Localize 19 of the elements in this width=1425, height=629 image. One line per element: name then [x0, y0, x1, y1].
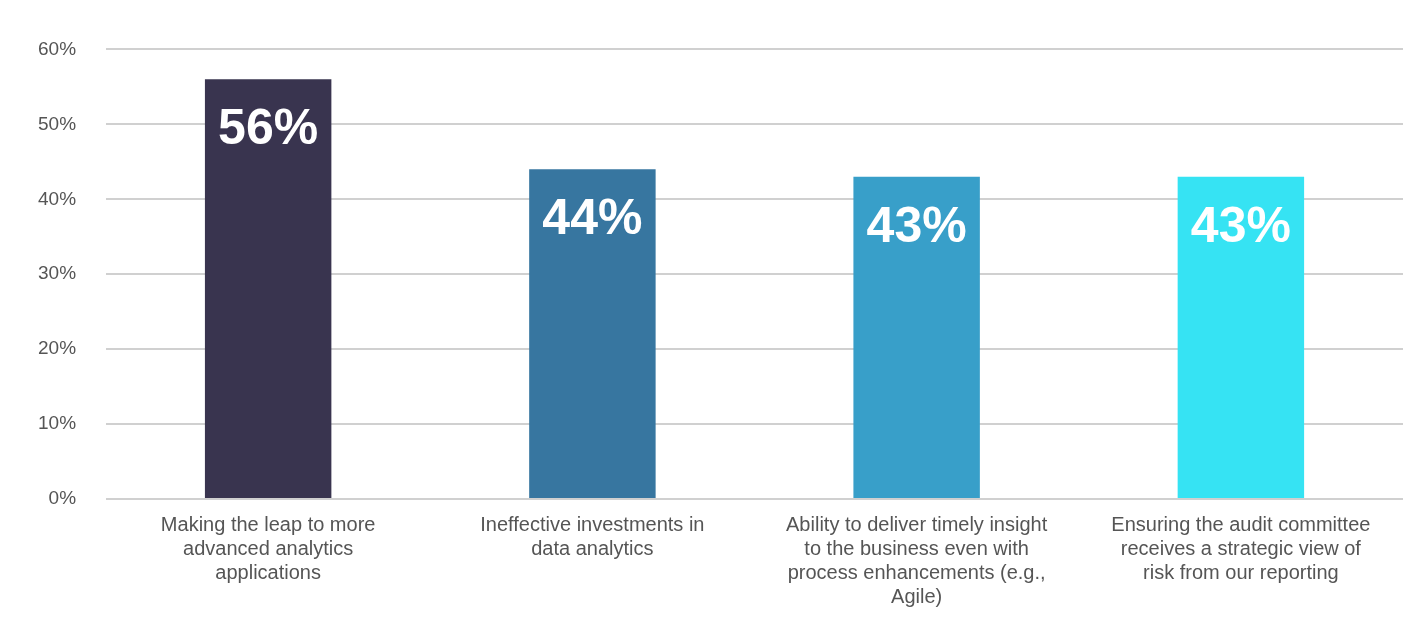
y-tick-label: 60%	[38, 37, 77, 59]
x-tick-label: Ensuring the audit committee receives a strategic view of risk from our reporting	[1111, 512, 1371, 583]
x-tick-label: Ability to deliver timely insight to the business even with process enhancements (e.g., Agile)	[786, 512, 1048, 607]
data-label: 44%	[542, 189, 643, 246]
bar	[853, 176, 980, 498]
x-tick-label: Ineffective investments in data analytics	[480, 512, 705, 559]
bar	[204, 79, 332, 498]
y-tick-label: 50%	[38, 112, 77, 134]
y-tick-label: 20%	[38, 337, 77, 359]
y-tick-label: 40%	[38, 187, 77, 209]
y-tick-label: 30%	[38, 262, 77, 284]
data-label: 56%	[218, 99, 319, 156]
x-tick-label: Making the leap to more advanced analytics applications	[160, 512, 376, 583]
data-label: 43%	[866, 196, 967, 253]
y-tick-label: 10%	[38, 412, 77, 434]
data-label: 43%	[1190, 196, 1291, 253]
bar	[529, 169, 656, 498]
bar	[1177, 176, 1305, 498]
y-tick-label: 0%	[48, 487, 77, 509]
